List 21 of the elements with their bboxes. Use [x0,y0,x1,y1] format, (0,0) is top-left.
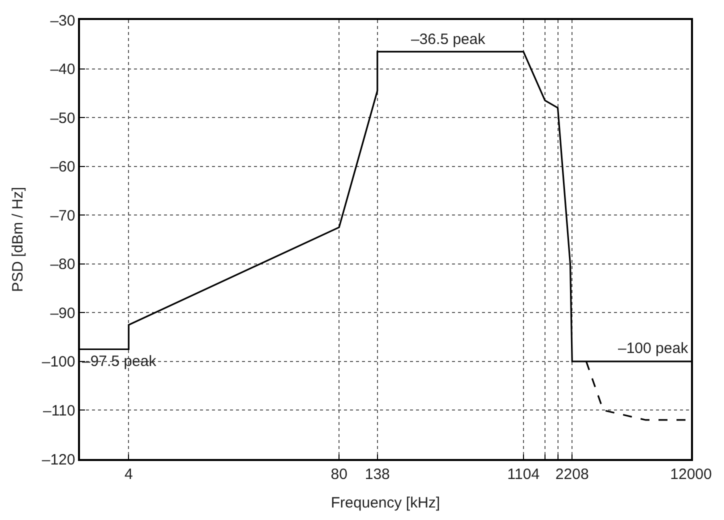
annotation: –36.5 peak [411,31,486,48]
x-tick-label: 2208 [555,466,589,483]
y-tick-label: –80 [50,256,76,274]
y-tick-label: –90 [50,304,76,322]
x-axis-title: Frequency [kHz] [330,494,440,512]
y-tick-label: –60 [50,158,76,176]
x-tick-label: 4 [124,466,133,483]
y-tick-label: –70 [50,207,76,224]
y-tick-label: –30 [50,12,76,30]
x-tick-label: 138 [364,466,390,483]
annotation: –100 peak [618,340,689,357]
y-tick-label: –120 [42,451,76,468]
y-tick-label: –50 [50,110,76,127]
annotation: –97.5 peak [82,353,157,370]
x-tick-label: 80 [330,466,348,483]
y-tick-label: –110 [42,402,76,420]
y-axis-title: PSD [dBm / Hz] [10,186,27,292]
x-tick-label: 1104 [507,466,540,483]
y-tick-label: –100 [42,354,76,371]
x-tick-label: 12000 [670,466,712,483]
y-tick-label: –40 [50,61,76,78]
